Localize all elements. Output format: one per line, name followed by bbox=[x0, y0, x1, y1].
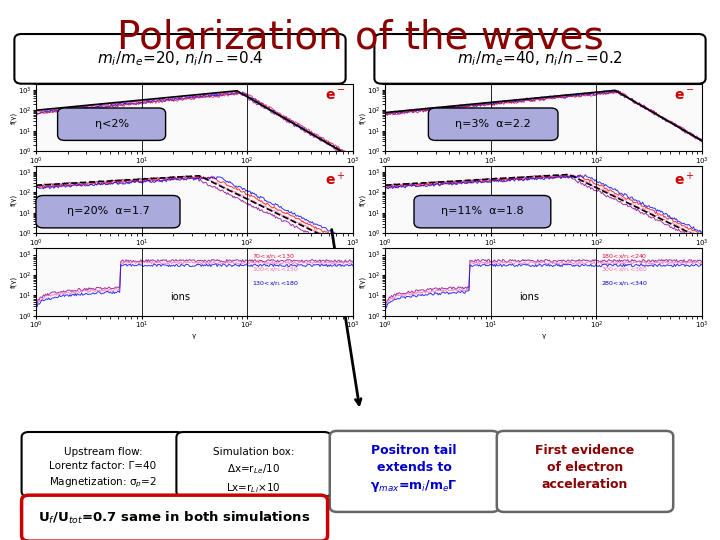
Text: Positron tail
extends to
γ$_{max}$=m$_i$/m$_e$Γ: Positron tail extends to γ$_{max}$=m$_i$… bbox=[370, 444, 458, 494]
Text: Upstream flow:
Lorentz factor: Γ=40
Magnetization: σ$_p$=2: Upstream flow: Lorentz factor: Γ=40 Magn… bbox=[49, 447, 157, 490]
Y-axis label: f(γ): f(γ) bbox=[10, 111, 17, 124]
X-axis label: γ: γ bbox=[541, 333, 546, 339]
Y-axis label: f(γ): f(γ) bbox=[359, 276, 366, 288]
Text: $m_i/m_e$=40, $n_i/n_-$=0.2: $m_i/m_e$=40, $n_i/n_-$=0.2 bbox=[457, 50, 623, 68]
Text: η=3%  α=2.2: η=3% α=2.2 bbox=[455, 119, 531, 129]
X-axis label: γ: γ bbox=[541, 250, 546, 256]
Y-axis label: f(γ): f(γ) bbox=[359, 111, 366, 124]
Text: Polarization of the waves: Polarization of the waves bbox=[117, 19, 603, 57]
Text: e$^+$: e$^+$ bbox=[325, 171, 346, 188]
X-axis label: γ: γ bbox=[192, 168, 197, 174]
Y-axis label: f(γ): f(γ) bbox=[10, 276, 17, 288]
X-axis label: γ: γ bbox=[541, 168, 546, 174]
X-axis label: γ: γ bbox=[192, 333, 197, 339]
Text: $m_i/m_e$=20, $n_i/n_-$=0.4: $m_i/m_e$=20, $n_i/n_-$=0.4 bbox=[96, 50, 264, 68]
Text: U$_f$/U$_{tot}$=0.7 same in both simulations: U$_f$/U$_{tot}$=0.7 same in both simulat… bbox=[38, 510, 310, 526]
Text: ions: ions bbox=[170, 292, 190, 302]
Text: η<2%: η<2% bbox=[94, 119, 129, 129]
Text: 300<x/r$_L$<360: 300<x/r$_L$<360 bbox=[601, 266, 648, 274]
Text: 70<x/r$_L$<130: 70<x/r$_L$<130 bbox=[252, 252, 295, 261]
Text: First evidence
of electron
acceleration: First evidence of electron acceleration bbox=[535, 444, 634, 491]
Y-axis label: f(γ): f(γ) bbox=[359, 193, 366, 206]
Text: 130<x/r$_L$<180: 130<x/r$_L$<180 bbox=[252, 279, 299, 288]
Text: 280<x/r$_L$<340: 280<x/r$_L$<340 bbox=[601, 279, 648, 288]
Text: η=11%  α=1.8: η=11% α=1.8 bbox=[441, 206, 523, 216]
Text: 180<x/r$_L$<240: 180<x/r$_L$<240 bbox=[601, 252, 648, 261]
Text: e$^+$: e$^+$ bbox=[675, 171, 695, 188]
Text: Simulation box:
Δx=r$_{Le}$/10
Lx=r$_{Li}$×10: Simulation box: Δx=r$_{Le}$/10 Lx=r$_{Li… bbox=[212, 447, 294, 495]
Y-axis label: f(γ): f(γ) bbox=[10, 193, 17, 206]
Text: e$^-$: e$^-$ bbox=[674, 89, 695, 103]
Text: η=20%  α=1.7: η=20% α=1.7 bbox=[67, 206, 149, 216]
Text: e$^-$: e$^-$ bbox=[325, 89, 346, 103]
Text: 100<x/r$_L$<150: 100<x/r$_L$<150 bbox=[252, 266, 299, 274]
X-axis label: γ: γ bbox=[192, 250, 197, 256]
Text: ions: ions bbox=[519, 292, 539, 302]
